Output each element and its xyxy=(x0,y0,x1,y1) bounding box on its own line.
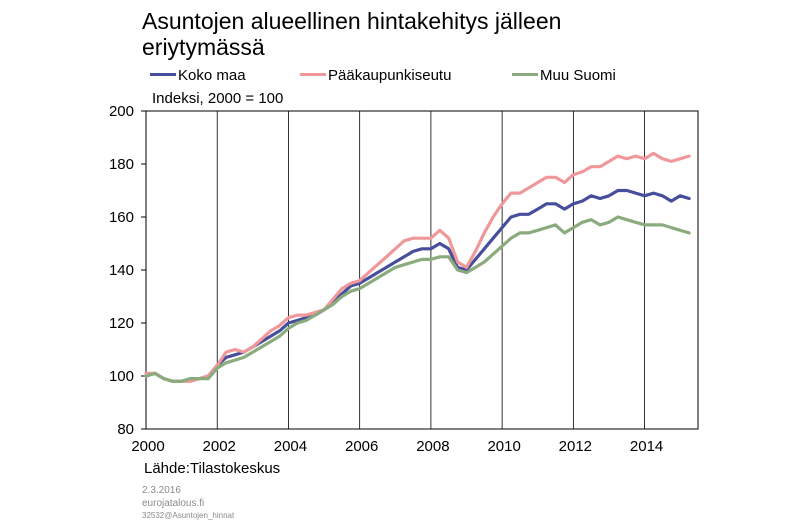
legend-label-koko-maa: Koko maa xyxy=(178,67,246,84)
x-tick-label: 2002 xyxy=(203,438,236,455)
y-tick-label: 160 xyxy=(109,209,134,226)
legend-swatch-paakaupunkiseutu xyxy=(300,72,326,76)
y-tick-label: 80 xyxy=(117,421,134,438)
chart-title: Asuntojen alueellinen hintakehitys jälle… xyxy=(142,8,561,60)
x-tick-label: 2004 xyxy=(274,438,307,455)
site-name: eurojatalous.fi xyxy=(142,498,205,509)
series-line-koko-maa xyxy=(144,188,691,383)
y-tick-label: 100 xyxy=(109,368,134,385)
y-axis-unit-label: Indeksi, 2000 = 100 xyxy=(152,90,284,107)
x-tick-label: 2012 xyxy=(559,438,592,455)
y-tick-label: 120 xyxy=(109,315,134,332)
x-tick-label: 2010 xyxy=(487,438,520,455)
chart-code: 32532@Asuntojen_hinnat xyxy=(142,511,235,520)
x-tick-label: 2006 xyxy=(345,438,378,455)
source-note: Lähde:Tilastokeskus xyxy=(144,460,281,477)
series-line-paakaupunkiseutu xyxy=(144,151,691,383)
series-line-muu-suomi xyxy=(144,215,691,383)
legend-item-muu-suomi: Muu Suomi xyxy=(512,66,616,86)
plot-area-frame xyxy=(145,110,699,430)
chart-title-line-1: Asuntojen alueellinen hintakehitys jälle… xyxy=(142,8,562,34)
y-tick-label: 180 xyxy=(109,156,134,173)
publish-date: 2.3.2016 xyxy=(142,485,181,496)
chart-title-line-2: eriytymässä xyxy=(142,34,265,60)
legend-label-muu-suomi: Muu Suomi xyxy=(540,67,616,84)
chart-legend: Koko maa Pääkaupunkiseutu Muu Suomi xyxy=(140,66,660,88)
x-tick-label: 2014 xyxy=(630,438,663,455)
y-tick-label: 200 xyxy=(109,103,134,120)
legend-item-paakaupunkiseutu: Pääkaupunkiseutu xyxy=(300,66,451,86)
y-tick-label: 140 xyxy=(109,262,134,279)
x-tick-label: 2008 xyxy=(416,438,449,455)
legend-swatch-muu-suomi xyxy=(512,72,538,76)
legend-swatch-koko-maa xyxy=(150,72,176,76)
x-tick-label: 2000 xyxy=(131,438,164,455)
legend-item-koko-maa: Koko maa xyxy=(150,66,246,86)
legend-label-paakaupunkiseutu: Pääkaupunkiseutu xyxy=(328,67,452,84)
